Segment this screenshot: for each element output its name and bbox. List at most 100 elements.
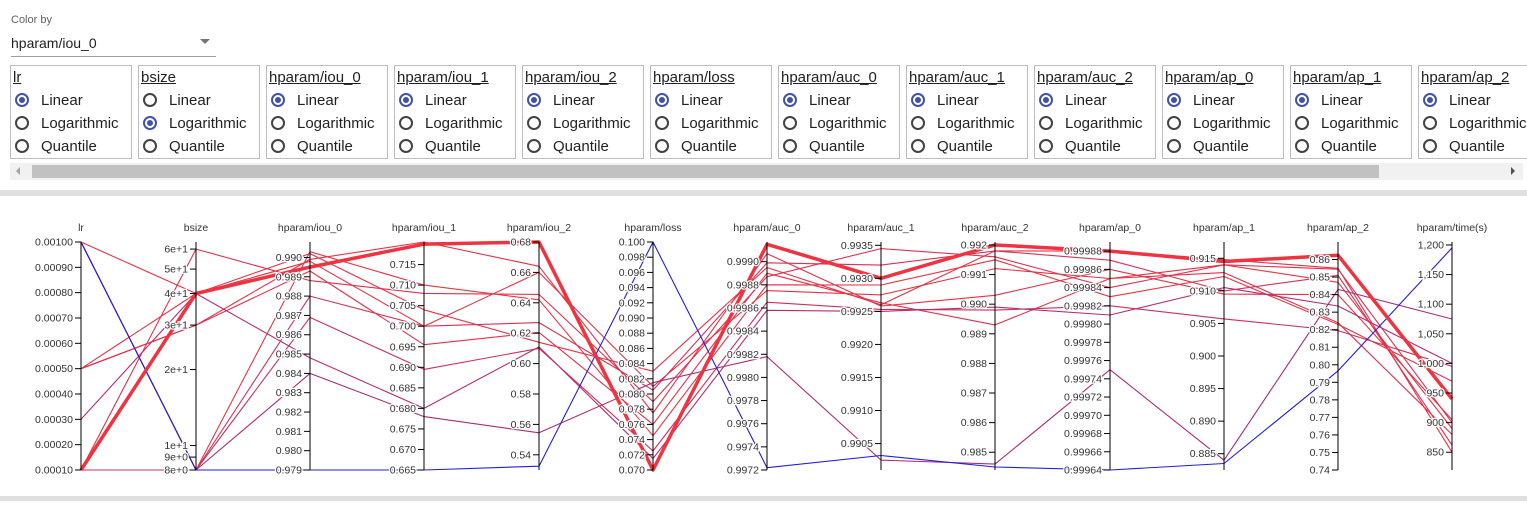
scale-option-logarithmic[interactable]: Logarithmic [143,113,247,133]
scale-option-quantile[interactable]: Quantile [15,136,97,156]
scale-panel-title[interactable]: hparam/iou_0 [269,69,361,86]
radio-icon[interactable] [655,116,669,130]
scale-option-logarithmic[interactable]: Logarithmic [1295,113,1399,133]
radio-icon[interactable] [1039,93,1053,107]
tick-label: 0.9976 [727,418,759,430]
radio-icon[interactable] [271,93,285,107]
radio-icon[interactable] [15,139,29,153]
scale-option-logarithmic[interactable]: Logarithmic [911,113,1015,133]
scale-option-quantile[interactable]: Quantile [783,136,865,156]
radio-icon[interactable] [527,93,541,107]
scale-option-linear[interactable]: Linear [1039,90,1107,110]
radio-icon[interactable] [1167,93,1181,107]
scale-panel-title[interactable]: hparam/iou_1 [397,69,489,86]
scale-panel-title[interactable]: hparam/ap_2 [1421,69,1510,86]
tick-label: 0.76 [1310,429,1331,441]
scale-option-logarithmic[interactable]: Logarithmic [1167,113,1271,133]
scale-panel: hparam/auc_2 Linear Logarithmic Quantile [1034,65,1156,159]
scale-panel-title[interactable]: hparam/loss [653,69,735,86]
scale-option-linear[interactable]: Linear [1167,90,1235,110]
radio-icon[interactable] [783,93,797,107]
radio-icon[interactable] [655,93,669,107]
scale-option-quantile[interactable]: Quantile [143,136,225,156]
radio-icon[interactable] [1167,116,1181,130]
radio-icon[interactable] [1295,93,1309,107]
scale-panel-title[interactable]: hparam/auc_1 [909,69,1005,86]
radio-icon[interactable] [655,139,669,153]
scale-panel-title[interactable]: hparam/iou_2 [525,69,617,86]
scale-option-logarithmic[interactable]: Logarithmic [1423,113,1527,133]
scale-option-logarithmic[interactable]: Logarithmic [1039,113,1143,133]
radio-icon[interactable] [1039,139,1053,153]
scale-option-linear[interactable]: Linear [527,90,595,110]
radio-icon[interactable] [1295,116,1309,130]
radio-icon[interactable] [527,116,541,130]
radio-icon[interactable] [911,139,925,153]
radio-icon[interactable] [527,139,541,153]
radio-icon[interactable] [783,139,797,153]
parallel-coordinates-chart[interactable]: lr 0.00010 0.00020 0.00030 0.00040 0.00050 0.0… [0,200,1527,490]
radio-icon[interactable] [1423,116,1437,130]
scale-option-linear[interactable]: Linear [15,90,83,110]
scale-option-logarithmic[interactable]: Logarithmic [399,113,503,133]
radio-icon[interactable] [143,116,157,130]
radio-icon[interactable] [911,116,925,130]
scale-panel-title[interactable]: bsize [141,69,177,86]
radio-icon[interactable] [1039,116,1053,130]
radio-icon[interactable] [911,93,925,107]
radio-icon[interactable] [399,139,413,153]
scale-option-logarithmic[interactable]: Logarithmic [527,113,631,133]
scale-option-quantile[interactable]: Quantile [911,136,993,156]
color-by-control[interactable]: Color by hparam/iou_0 [11,14,216,57]
scale-option-quantile[interactable]: Quantile [655,136,737,156]
tick-label: 0.99964 [1064,465,1102,477]
radio-icon[interactable] [399,93,413,107]
scale-panel-title[interactable]: hparam/ap_1 [1293,69,1382,86]
tick-label: 0.9920 [841,339,873,351]
scale-panel-title[interactable]: hparam/auc_0 [781,69,877,86]
scale-option-quantile[interactable]: Quantile [527,136,609,156]
radio-icon[interactable] [783,116,797,130]
scale-option-logarithmic[interactable]: Logarithmic [783,113,887,133]
scale-option-linear[interactable]: Linear [783,90,851,110]
scale-panel-title[interactable]: hparam/auc_2 [1037,69,1133,86]
scale-option-linear[interactable]: Linear [1295,90,1363,110]
radio-icon[interactable] [15,116,29,130]
scale-option-quantile[interactable]: Quantile [1423,136,1505,156]
scale-option-linear[interactable]: Linear [911,90,979,110]
tick-label: 0.076 [619,419,645,431]
scale-option-logarithmic[interactable]: Logarithmic [655,113,759,133]
radio-icon[interactable] [1295,139,1309,153]
scale-panel-title[interactable]: lr [13,69,22,86]
radio-icon[interactable] [143,93,157,107]
scale-option-linear[interactable]: Linear [1423,90,1491,110]
scrollbar-thumb[interactable] [32,165,1379,178]
radio-icon[interactable] [143,139,157,153]
radio-icon[interactable] [1423,93,1437,107]
color-by-select[interactable]: hparam/iou_0 [11,34,216,57]
scale-option-linear[interactable]: Linear [655,90,723,110]
scroll-left-icon[interactable] [16,167,20,175]
radio-icon[interactable] [1423,139,1437,153]
scale-panel-title[interactable]: hparam/ap_0 [1165,69,1254,86]
tick-label: 0.9935 [841,240,873,252]
radio-icon[interactable] [271,139,285,153]
scale-option-linear[interactable]: Linear [271,90,339,110]
horizontal-scrollbar[interactable] [10,163,1523,180]
scale-option-quantile[interactable]: Quantile [1039,136,1121,156]
scale-option-logarithmic[interactable]: Logarithmic [15,113,119,133]
scale-option-quantile[interactable]: Quantile [271,136,353,156]
scale-option-quantile[interactable]: Quantile [1295,136,1377,156]
radio-icon[interactable] [271,116,285,130]
tick-label: 0.895 [1190,383,1216,395]
tick-label: 0.665 [390,465,416,477]
radio-icon[interactable] [399,116,413,130]
radio-icon[interactable] [1167,139,1181,153]
scale-option-quantile[interactable]: Quantile [399,136,481,156]
scale-option-logarithmic[interactable]: Logarithmic [271,113,375,133]
scale-option-linear[interactable]: Linear [399,90,467,110]
scale-option-linear[interactable]: Linear [143,90,211,110]
scale-option-quantile[interactable]: Quantile [1167,136,1249,156]
scroll-right-icon[interactable] [1511,167,1515,175]
radio-icon[interactable] [15,93,29,107]
